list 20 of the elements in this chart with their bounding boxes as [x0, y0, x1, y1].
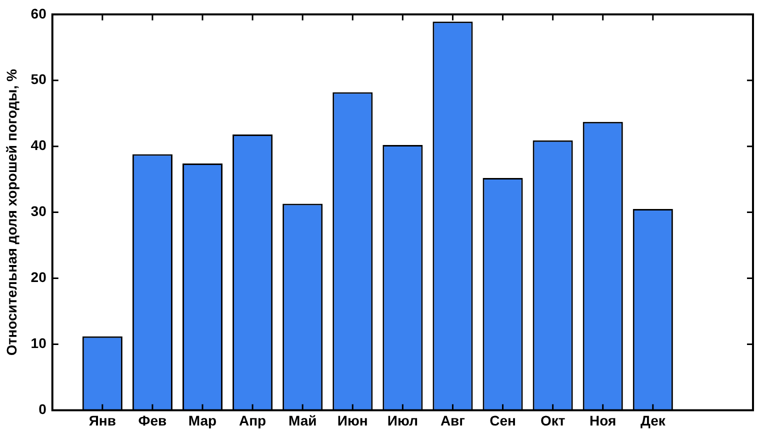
x-tick-label: Сен	[490, 412, 516, 428]
x-tick-label: Фев	[138, 412, 168, 428]
y-tick-label: 0	[38, 401, 47, 418]
x-tick-label: Мар	[188, 412, 217, 428]
x-tick-label: Авг	[440, 412, 466, 428]
x-tick-label: Янв	[88, 412, 116, 428]
y-axis-title: Относительная доля хорошей погоды, %	[3, 68, 20, 356]
y-tick-label: 30	[30, 203, 47, 220]
y-tick-label: 10	[30, 335, 47, 352]
x-tick-label: Окт	[540, 412, 566, 428]
x-tick-label: Апр	[238, 412, 266, 428]
x-tick-label: Июн	[337, 412, 368, 428]
x-tick-label: Дек	[640, 412, 666, 428]
x-tick-label: Май	[288, 412, 317, 428]
y-tick-label: 50	[30, 71, 47, 88]
x-tick-label: Ноя	[590, 412, 616, 428]
y-tick-label: 40	[30, 137, 47, 154]
y-tick-label: 20	[30, 269, 47, 286]
x-tick-label: Июл	[387, 412, 418, 428]
y-tick-label: 60	[30, 5, 47, 22]
